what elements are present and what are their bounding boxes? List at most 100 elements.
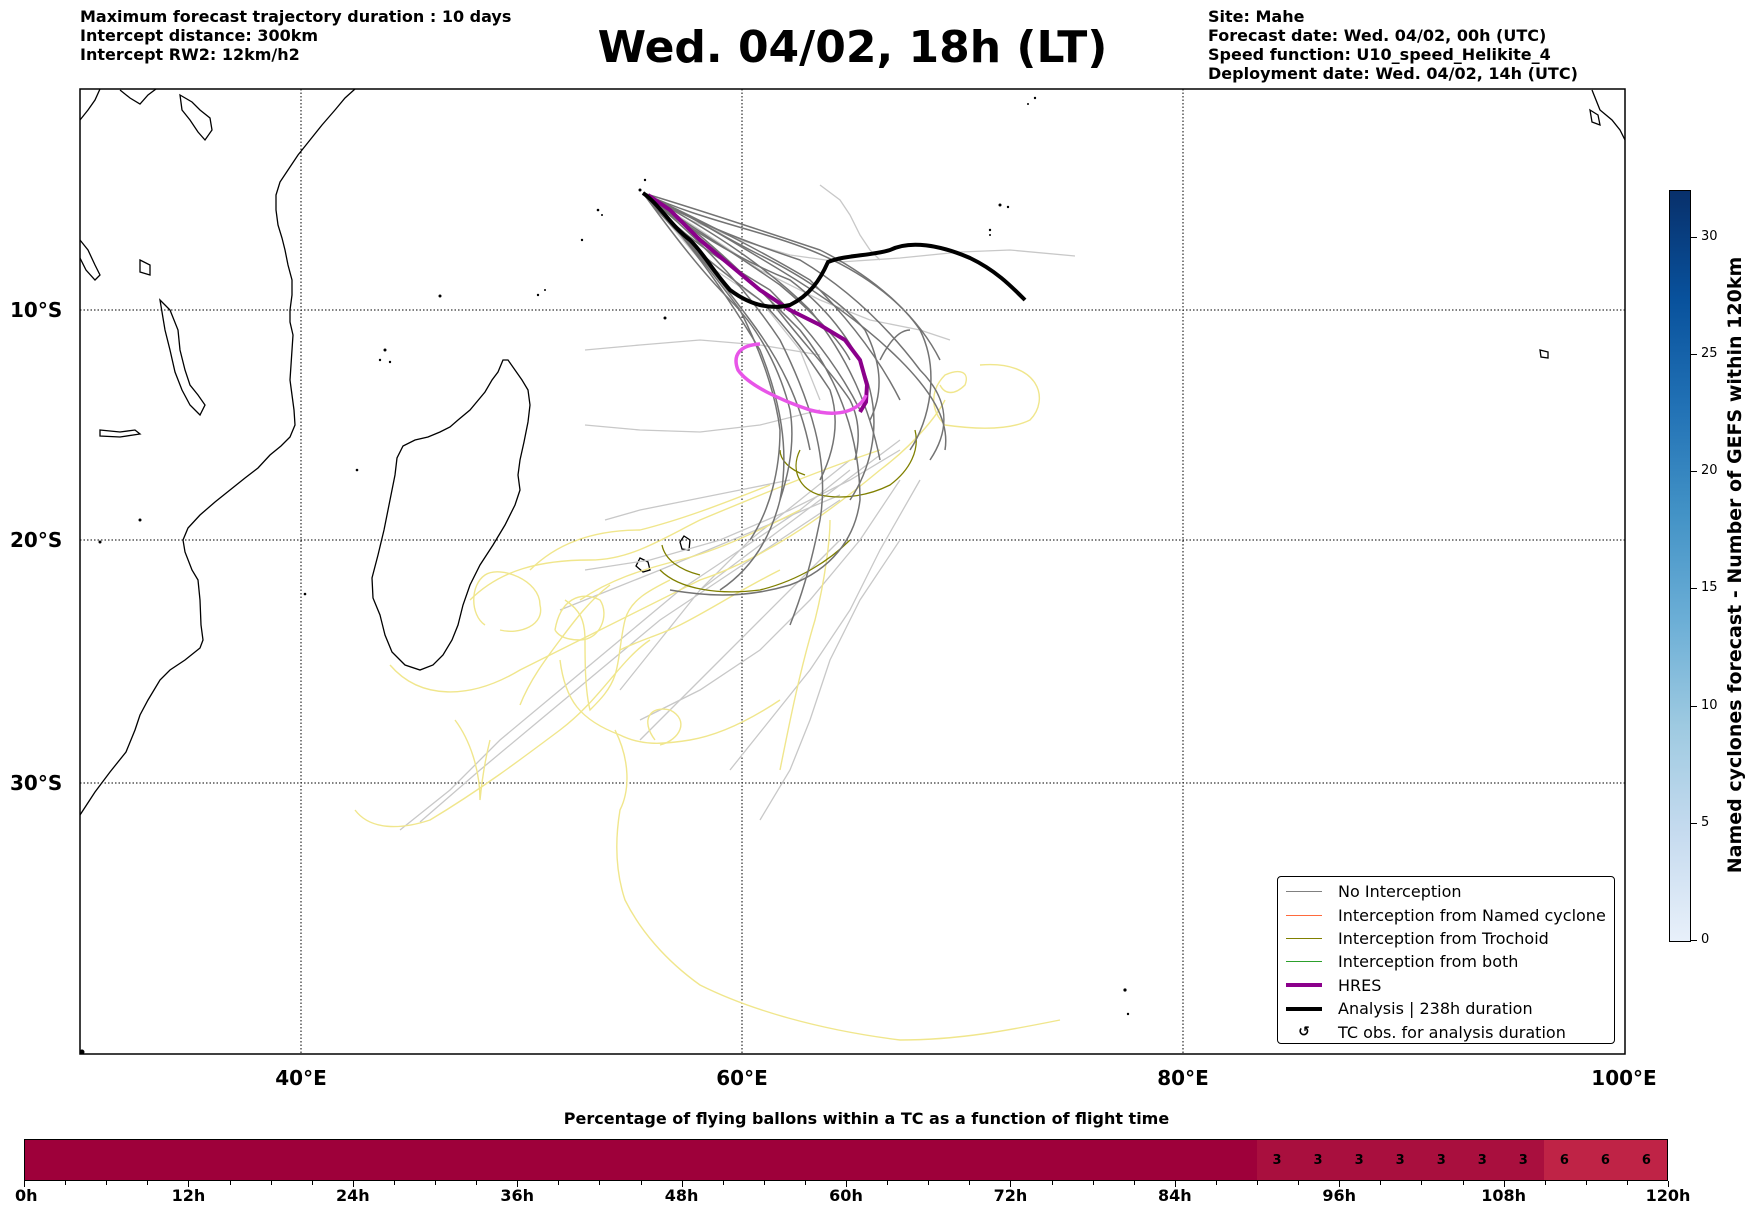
flight-time-tick (1544, 1181, 1546, 1185)
legend-label: Analysis | 238h duration (1338, 999, 1533, 1019)
legend-swatch (1286, 891, 1322, 893)
flight-time-tick (928, 1181, 930, 1185)
deployment-date-text: Deployment date: Wed. 04/02, 14h (UTC) (1208, 64, 1578, 83)
flight-time-tick-label: 84h (1157, 1186, 1192, 1205)
flight-time-tick (1339, 1181, 1341, 1187)
flight-time-bar-title: Percentage of flying ballons within a TC… (563, 1109, 1170, 1128)
legend-entry: Analysis | 238h duration (1286, 997, 1614, 1020)
longitude-labels: 40°E 60°E 80°E 100°E (275, 1066, 1656, 1090)
flight-time-tick (640, 1181, 642, 1185)
flight-time-tick (517, 1181, 519, 1187)
coastlines (80, 89, 1625, 816)
flight-time-tick (1257, 1181, 1258, 1185)
site-text: Site: Mahe (1208, 7, 1305, 26)
colorbar-tick-label: 10 (1701, 697, 1718, 713)
legend-swatch (1286, 914, 1322, 916)
flight-time-tick (1462, 1181, 1464, 1185)
trajectory-duration-text: Maximum forecast trajectory duration : 1… (80, 7, 512, 26)
flight-time-tick (1133, 1181, 1135, 1185)
colorbar-tick-label: 0 (1701, 932, 1710, 947)
colorbar-tick-label: 25 (1701, 346, 1718, 362)
flight-time-tick (229, 1181, 231, 1185)
flight-time-tick-label: 0h (14, 1186, 38, 1205)
colorbar (1669, 190, 1691, 942)
flight-time-tick-label: 12h (171, 1186, 206, 1205)
forecast-date-text: Forecast date: Wed. 04/02, 00h (UTC) (1208, 26, 1547, 45)
header-right-info: Site: Mahe Forecast date: Wed. 04/02, 00… (1208, 7, 1578, 83)
flight-time-tick-label: 48h (664, 1186, 699, 1205)
trajectories-light-gray (399, 184, 1076, 831)
flight-time-tick (1585, 1181, 1587, 1185)
intercept-distance-text: Intercept distance: 300km (80, 26, 319, 45)
legend-entry: Interception from Trochoid (1286, 927, 1614, 950)
legend-swatch (1286, 1006, 1322, 1011)
flight-time-tick-label: 72h (993, 1186, 1028, 1205)
flight-time-tick (311, 1181, 313, 1185)
legend-entry: No Interception (1286, 880, 1614, 903)
flight-time-tick (1092, 1181, 1094, 1185)
map-legend: No Interception Interception from Named c… (1277, 876, 1615, 1044)
flight-time-tick (1626, 1181, 1628, 1185)
legend-swatch (1286, 937, 1322, 939)
colorbar-tick (1691, 588, 1697, 590)
legend-entry: Interception from Named cyclone (1286, 903, 1614, 926)
flight-time-tick (393, 1181, 395, 1185)
legend-label: TC obs. for analysis duration (1338, 1022, 1566, 1042)
flight-time-tick (887, 1181, 889, 1185)
intercept-rw2-text: Intercept RW2: 12km/h2 (80, 45, 300, 64)
flight-time-tick (558, 1181, 560, 1185)
legend-label: Interception from Trochoid (1338, 928, 1549, 948)
flight-time-tick (599, 1181, 601, 1185)
lon-label-40: 40°E (275, 1066, 327, 1090)
flight-time-tick (65, 1181, 67, 1185)
flight-time-tick (352, 1181, 354, 1187)
percentage-cell: 3 (1461, 1140, 1503, 1180)
flight-time-tick-label: 108h (1481, 1186, 1526, 1205)
flight-time-tick (846, 1181, 847, 1187)
flight-time-tick (1503, 1181, 1505, 1187)
latitude-labels: 10°S 20°S 30°S (10, 298, 62, 795)
legend-label: Interception from both (1338, 952, 1519, 972)
flight-time-tick (1010, 1181, 1012, 1187)
percentage-cell (25, 1140, 1257, 1180)
legend-swatch (1286, 983, 1322, 988)
flight-time-tick (804, 1181, 806, 1185)
flight-time-tick (188, 1181, 190, 1187)
flight-time-tick (763, 1181, 765, 1185)
percentage-cell: 6 (1625, 1140, 1667, 1180)
legend-entry: HRES (1286, 974, 1614, 997)
hres-trajectory (646, 193, 870, 414)
lon-label-100: 100°E (1591, 1066, 1656, 1090)
flight-time-tick-label: 60h (829, 1186, 863, 1205)
flight-time-tick (681, 1181, 683, 1187)
small-islands (80, 96, 1130, 1054)
percentage-cell: 3 (1338, 1140, 1380, 1180)
map-frame (79, 88, 1626, 1055)
legend-entry: Interception from both (1286, 950, 1614, 973)
legend-label: No Interception (1338, 882, 1462, 902)
flight-time-tick (1215, 1181, 1217, 1185)
legend-label: Interception from Named cyclone (1338, 905, 1606, 925)
colorbar-tick (1691, 354, 1697, 356)
flight-time-tick-label: 120h (1645, 1186, 1691, 1205)
colorbar-label: Named cyclones forecast - Number of GEFS… (1724, 256, 1746, 874)
percentage-cell: 3 (1502, 1140, 1544, 1180)
flight-time-tick (270, 1181, 272, 1185)
legend-entry: ↺ TC obs. for analysis duration (1286, 1020, 1614, 1043)
colorbar-tick-label: 30 (1701, 228, 1718, 244)
speed-function-text: Speed function: U10_speed_Helikite_4 (1208, 45, 1551, 64)
legend-swatch (1286, 961, 1322, 963)
flight-time-tick (1298, 1181, 1300, 1185)
flight-time-tick (106, 1181, 108, 1185)
lon-label-60: 60°E (716, 1066, 768, 1090)
percentage-cell: 3 (1297, 1140, 1339, 1180)
page-title: Wed. 04/02, 18h (LT) (597, 22, 1108, 73)
africa-coastline (80, 89, 356, 816)
trajectories-olive (659, 429, 917, 593)
trajectories-yellow (354, 363, 1061, 1041)
flight-time-tick-label: 96h (1322, 1186, 1357, 1205)
flight-time-tick (1380, 1181, 1382, 1185)
header-left-info: Maximum forecast trajectory duration : 1… (80, 7, 511, 64)
